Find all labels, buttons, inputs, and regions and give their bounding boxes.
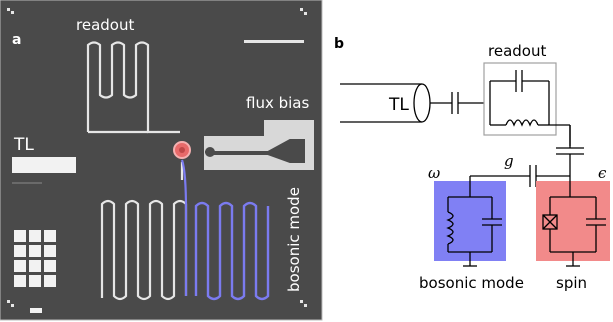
bond-pad-grid: [14, 230, 56, 287]
readout-resonator: [86, 41, 180, 134]
transmission-line: [340, 83, 452, 123]
flux-bias-line: [204, 120, 314, 170]
readout-label-a: readout: [76, 16, 134, 34]
flux-bias-label: flux bias: [246, 94, 309, 112]
tl-pad: [12, 157, 76, 173]
corner-markers: [7, 8, 307, 307]
qubit-marker: [173, 141, 191, 159]
omega-label: ω: [428, 164, 440, 182]
panel-b-letter: b: [334, 36, 344, 52]
bosonic-mode-label-b: bosonic mode: [419, 274, 524, 292]
bosonic-mode-box: [434, 176, 506, 267]
scale-bar: [244, 40, 304, 43]
coupling-label: g: [504, 152, 514, 170]
readout-label-b: readout: [488, 42, 546, 60]
epsilon-label: ϵ: [598, 164, 607, 182]
spin-label: spin: [556, 274, 587, 292]
bosonic-resonator-highlight: [194, 201, 270, 301]
bosonic-resonator-white: [100, 162, 188, 301]
readout-qubit-capacitor: [556, 147, 584, 176]
tl-label-b: TL: [388, 95, 409, 115]
spin-box: [536, 176, 610, 267]
panel-a-letter: a: [12, 32, 21, 48]
bosonic-mode-label-a: bosonic mode: [285, 187, 303, 292]
tl-label-a: TL: [13, 135, 34, 155]
panel-a: a readout flux bias TL bosonic mode: [0, 0, 323, 321]
panel-b: b TL: [334, 36, 610, 292]
readout-resonator-box: [483, 62, 571, 146]
